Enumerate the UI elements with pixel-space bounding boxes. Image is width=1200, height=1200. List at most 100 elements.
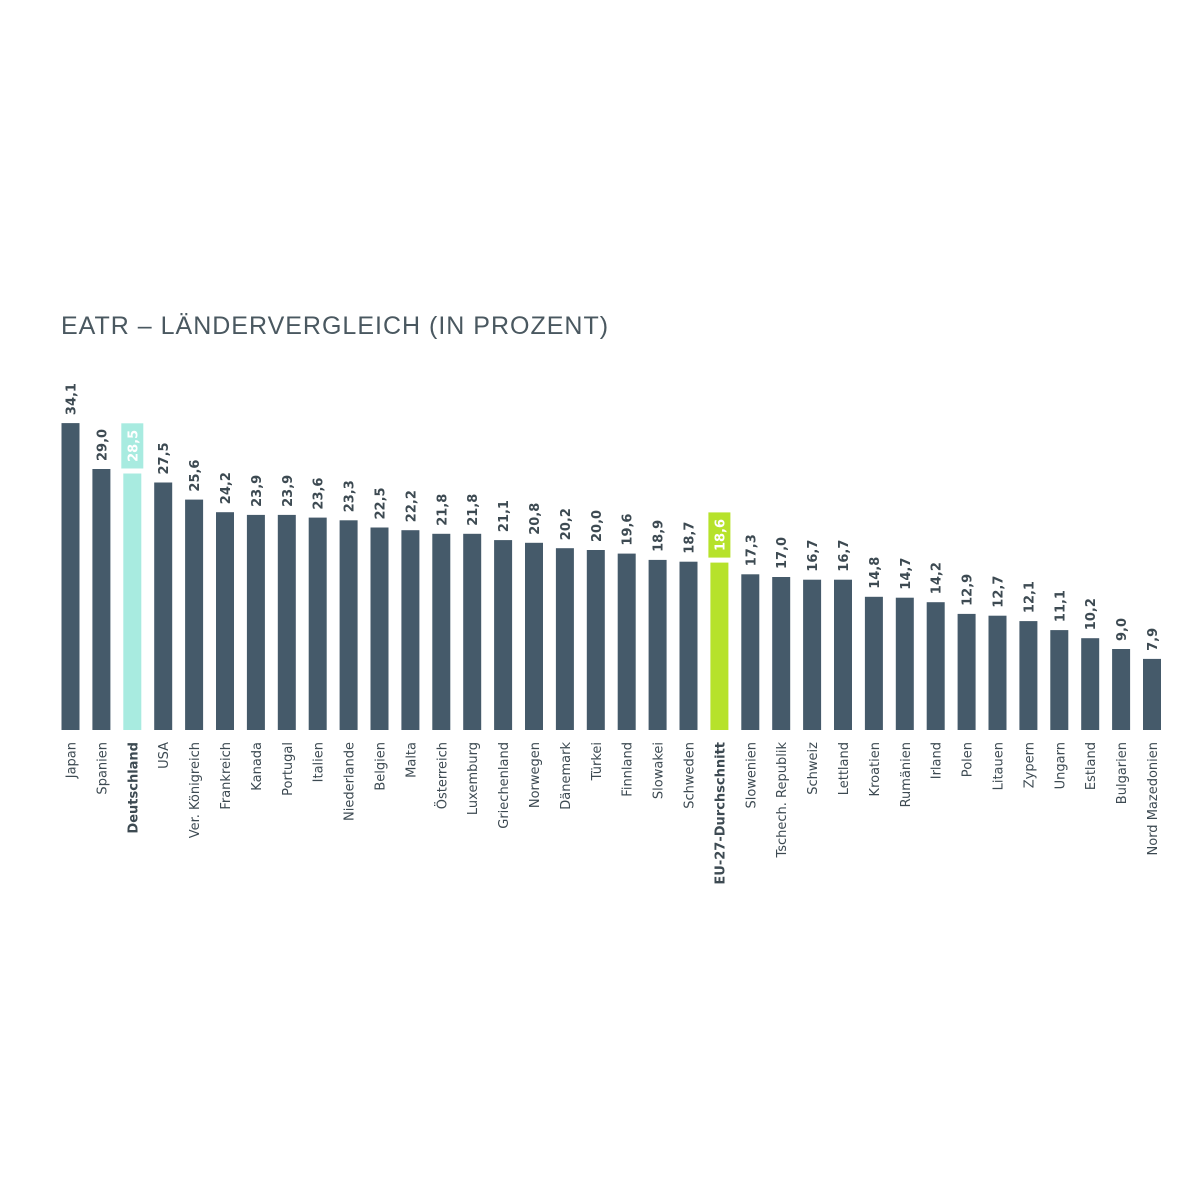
value-label-estland: 10,2 xyxy=(1084,598,1099,630)
value-label-niederlande: 23,3 xyxy=(343,480,358,512)
value-label-daenemark: 20,2 xyxy=(559,508,574,540)
value-label-nord-mazedonien: 7,9 xyxy=(1146,628,1161,651)
category-label-deutschland: Deutschland xyxy=(126,742,141,834)
bar-oesterreich xyxy=(432,533,451,730)
value-label-griechenland: 21,1 xyxy=(497,500,512,532)
category-label-griechenland: Griechenland xyxy=(497,742,512,829)
value-label-oesterreich: 21,8 xyxy=(435,494,450,526)
bar-nord-mazedonien xyxy=(1143,658,1161,730)
bar-zypern xyxy=(1019,621,1038,730)
bar-niederlande xyxy=(339,520,358,730)
value-label-schweden: 18,7 xyxy=(683,522,698,554)
category-label-schweiz: Schweiz xyxy=(806,742,821,795)
bar-bulgarien xyxy=(1112,649,1131,730)
bar-norwegen xyxy=(525,542,543,730)
value-label-eu-27-durchschnitt: 18,6 xyxy=(713,519,728,551)
category-label-frankreich: Frankreich xyxy=(219,742,234,810)
value-label-frankreich: 24,2 xyxy=(219,472,234,504)
chart-title: EATR – LÄNDERVERGLEICH (IN PROZENT) xyxy=(61,312,610,340)
value-label-litauen: 12,7 xyxy=(992,576,1007,608)
bar-schweiz xyxy=(803,579,822,730)
category-label-kroatien: Kroatien xyxy=(868,742,883,796)
bar-griechenland xyxy=(494,540,513,730)
bar-frankreich xyxy=(216,512,234,730)
bar-ungarn xyxy=(1050,630,1069,730)
value-label-slowakei: 18,9 xyxy=(652,520,667,552)
bar-portugal xyxy=(277,514,296,730)
value-label-portugal: 23,9 xyxy=(281,475,296,507)
category-label-daenemark: Dänemark xyxy=(559,742,574,810)
bar-belgien xyxy=(370,527,389,730)
bar-luxemburg xyxy=(463,533,482,730)
value-label-luxemburg: 21,8 xyxy=(466,494,481,526)
value-labels-group: 34,1 29,0 28,5 27,5 25,6 24,2 23,9 23,9 23,6 23,3… xyxy=(65,383,1162,651)
value-label-zypern: 12,1 xyxy=(1022,581,1037,613)
bar-ver-koenigreich xyxy=(185,499,204,730)
bar-lettland xyxy=(834,579,852,730)
value-label-ver-koenigreich: 25,6 xyxy=(188,460,203,492)
value-label-rumaenien: 14,7 xyxy=(899,558,914,590)
category-label-finnland: Finnland xyxy=(621,742,636,797)
category-label-polen: Polen xyxy=(961,742,976,777)
value-label-polen: 12,9 xyxy=(961,574,976,606)
value-label-malta: 22,2 xyxy=(404,490,419,522)
value-label-tuerkei: 20,0 xyxy=(590,510,605,542)
value-box-eu-27-durchschnitt xyxy=(708,512,731,558)
category-label-slowenien: Slowenien xyxy=(744,742,759,809)
category-label-irland: Irland xyxy=(930,742,945,779)
bar-rumaenien xyxy=(895,597,914,730)
value-label-norwegen: 20,8 xyxy=(528,503,543,535)
bar-slowenien xyxy=(741,574,760,730)
category-label-luxemburg: Luxemburg xyxy=(466,742,481,815)
value-label-belgien: 22,5 xyxy=(374,487,389,519)
value-label-italien: 23,6 xyxy=(312,478,327,510)
category-label-tuerkei: Türkei xyxy=(590,742,605,781)
bar-estland xyxy=(1081,638,1100,730)
category-label-usa: USA xyxy=(157,742,172,769)
value-label-schweiz: 16,7 xyxy=(806,540,821,572)
bar-kanada xyxy=(246,514,265,730)
category-label-oesterreich: Österreich xyxy=(433,742,450,809)
category-label-ungarn: Ungarn xyxy=(1053,742,1068,789)
bar-spanien xyxy=(92,469,111,730)
value-label-finnland: 19,6 xyxy=(621,514,636,546)
value-box-deutschland xyxy=(121,423,144,469)
value-label-lettland: 16,7 xyxy=(837,540,852,572)
value-label-ungarn: 11,1 xyxy=(1053,590,1068,622)
bar-usa xyxy=(154,482,173,730)
category-label-malta: Malta xyxy=(404,742,419,778)
category-label-schweden: Schweden xyxy=(683,742,698,809)
value-label-spanien: 29,0 xyxy=(95,429,110,461)
value-label-kanada: 23,9 xyxy=(250,475,265,507)
category-label-zypern: Zypern xyxy=(1022,742,1037,788)
category-label-niederlande: Niederlande xyxy=(343,742,358,821)
category-label-belgien: Belgien xyxy=(374,742,389,791)
category-label-estland: Estland xyxy=(1084,742,1099,790)
category-label-slowakei: Slowakei xyxy=(652,742,667,799)
category-label-eu-27-durchschnitt: EU-27-Durchschnitt xyxy=(713,742,728,885)
bar-kroatien xyxy=(864,596,883,730)
category-label-norwegen: Norwegen xyxy=(528,742,543,808)
category-label-bulgarien: Bulgarien xyxy=(1115,742,1130,804)
category-label-litauen: Litauen xyxy=(992,742,1007,790)
bar-litauen xyxy=(988,615,1007,730)
bar-tschech-republik xyxy=(772,577,791,730)
bar-tuerkei xyxy=(586,550,605,730)
bar-eu-27-durchschnitt xyxy=(710,562,729,730)
category-label-portugal: Portugal xyxy=(281,742,296,796)
bar-daenemark xyxy=(555,548,574,730)
category-label-kanada: Kanada xyxy=(250,742,265,791)
category-label-lettland: Lettland xyxy=(837,742,852,795)
bars-group xyxy=(61,423,1161,730)
value-label-irland: 14,2 xyxy=(930,562,945,594)
bar-italien xyxy=(308,517,327,730)
bar-finnland xyxy=(617,553,636,730)
value-label-tschech-republik: 17,0 xyxy=(775,537,790,569)
bar-slowakei xyxy=(648,559,667,730)
category-label-ver-koenigreich: Ver. Königreich xyxy=(188,742,203,838)
value-label-kroatien: 14,8 xyxy=(868,557,883,589)
bar-japan xyxy=(61,423,80,730)
value-label-usa: 27,5 xyxy=(157,442,172,474)
bar-irland xyxy=(926,602,945,730)
